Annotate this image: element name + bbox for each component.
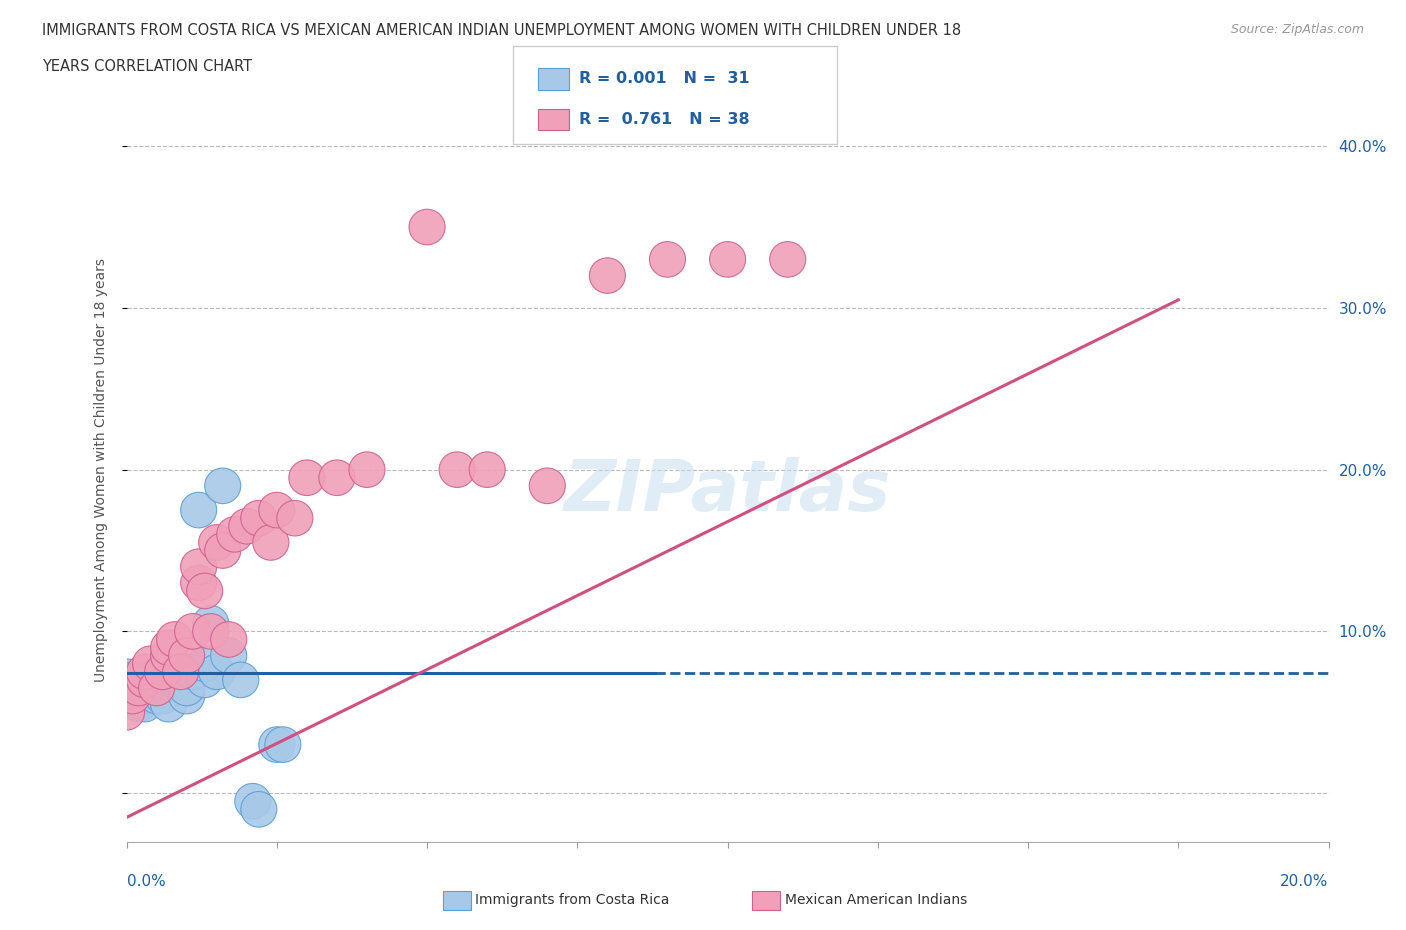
- Ellipse shape: [121, 686, 156, 722]
- Text: R =  0.761   N = 38: R = 0.761 N = 38: [579, 112, 749, 126]
- Ellipse shape: [235, 783, 271, 819]
- Ellipse shape: [264, 727, 301, 763]
- Ellipse shape: [121, 671, 156, 706]
- Ellipse shape: [187, 646, 222, 682]
- Ellipse shape: [589, 258, 626, 293]
- Ellipse shape: [156, 662, 193, 698]
- Ellipse shape: [211, 638, 247, 673]
- Ellipse shape: [253, 525, 288, 560]
- Ellipse shape: [163, 654, 198, 690]
- Ellipse shape: [288, 460, 325, 496]
- Ellipse shape: [187, 662, 222, 698]
- Ellipse shape: [229, 509, 264, 544]
- Text: Mexican American Indians: Mexican American Indians: [785, 893, 967, 908]
- Ellipse shape: [127, 678, 163, 714]
- Ellipse shape: [650, 242, 686, 277]
- Ellipse shape: [150, 630, 187, 665]
- Ellipse shape: [277, 500, 314, 536]
- Ellipse shape: [187, 573, 222, 609]
- Ellipse shape: [240, 500, 277, 536]
- Ellipse shape: [169, 678, 205, 714]
- Ellipse shape: [259, 492, 295, 528]
- Ellipse shape: [127, 654, 163, 690]
- Ellipse shape: [114, 678, 150, 714]
- Text: YEARS CORRELATION CHART: YEARS CORRELATION CHART: [42, 59, 252, 73]
- Ellipse shape: [205, 468, 240, 504]
- Ellipse shape: [180, 549, 217, 584]
- Ellipse shape: [222, 662, 259, 698]
- Ellipse shape: [127, 662, 163, 698]
- Ellipse shape: [150, 686, 187, 722]
- Ellipse shape: [114, 662, 150, 698]
- Ellipse shape: [139, 671, 174, 706]
- Ellipse shape: [349, 452, 385, 487]
- Ellipse shape: [439, 452, 475, 487]
- Ellipse shape: [198, 525, 235, 560]
- Text: 0.0%: 0.0%: [127, 874, 166, 889]
- Ellipse shape: [108, 695, 145, 730]
- Ellipse shape: [211, 621, 247, 658]
- Text: 20.0%: 20.0%: [1281, 874, 1329, 889]
- Ellipse shape: [145, 654, 180, 690]
- Ellipse shape: [139, 678, 174, 714]
- Ellipse shape: [198, 654, 235, 690]
- Ellipse shape: [409, 209, 446, 245]
- Ellipse shape: [121, 671, 156, 706]
- Ellipse shape: [156, 621, 193, 658]
- Text: Source: ZipAtlas.com: Source: ZipAtlas.com: [1230, 23, 1364, 36]
- Ellipse shape: [127, 686, 163, 722]
- Ellipse shape: [529, 468, 565, 504]
- Ellipse shape: [145, 678, 180, 714]
- Ellipse shape: [108, 658, 145, 695]
- Ellipse shape: [108, 671, 145, 706]
- Ellipse shape: [180, 565, 217, 601]
- Ellipse shape: [180, 492, 217, 528]
- Ellipse shape: [205, 533, 240, 568]
- Ellipse shape: [114, 678, 150, 714]
- Ellipse shape: [150, 638, 187, 673]
- Ellipse shape: [132, 662, 169, 698]
- Ellipse shape: [193, 605, 229, 641]
- Ellipse shape: [132, 646, 169, 682]
- Ellipse shape: [127, 671, 163, 706]
- Ellipse shape: [470, 452, 505, 487]
- Ellipse shape: [139, 671, 174, 706]
- Y-axis label: Unemployment Among Women with Children Under 18 years: Unemployment Among Women with Children U…: [94, 258, 108, 682]
- Text: Immigrants from Costa Rica: Immigrants from Costa Rica: [475, 893, 669, 908]
- Ellipse shape: [769, 242, 806, 277]
- Ellipse shape: [259, 727, 295, 763]
- Text: R = 0.001   N =  31: R = 0.001 N = 31: [579, 71, 749, 86]
- Ellipse shape: [217, 516, 253, 552]
- Ellipse shape: [169, 638, 205, 673]
- Ellipse shape: [319, 460, 354, 496]
- Ellipse shape: [169, 671, 205, 706]
- Ellipse shape: [240, 791, 277, 827]
- Ellipse shape: [710, 242, 745, 277]
- Ellipse shape: [174, 614, 211, 649]
- Text: IMMIGRANTS FROM COSTA RICA VS MEXICAN AMERICAN INDIAN UNEMPLOYMENT AMONG WOMEN W: IMMIGRANTS FROM COSTA RICA VS MEXICAN AM…: [42, 23, 962, 38]
- Ellipse shape: [174, 654, 211, 690]
- Ellipse shape: [193, 614, 229, 649]
- Text: ZIPatlas: ZIPatlas: [564, 458, 891, 526]
- Ellipse shape: [163, 662, 198, 698]
